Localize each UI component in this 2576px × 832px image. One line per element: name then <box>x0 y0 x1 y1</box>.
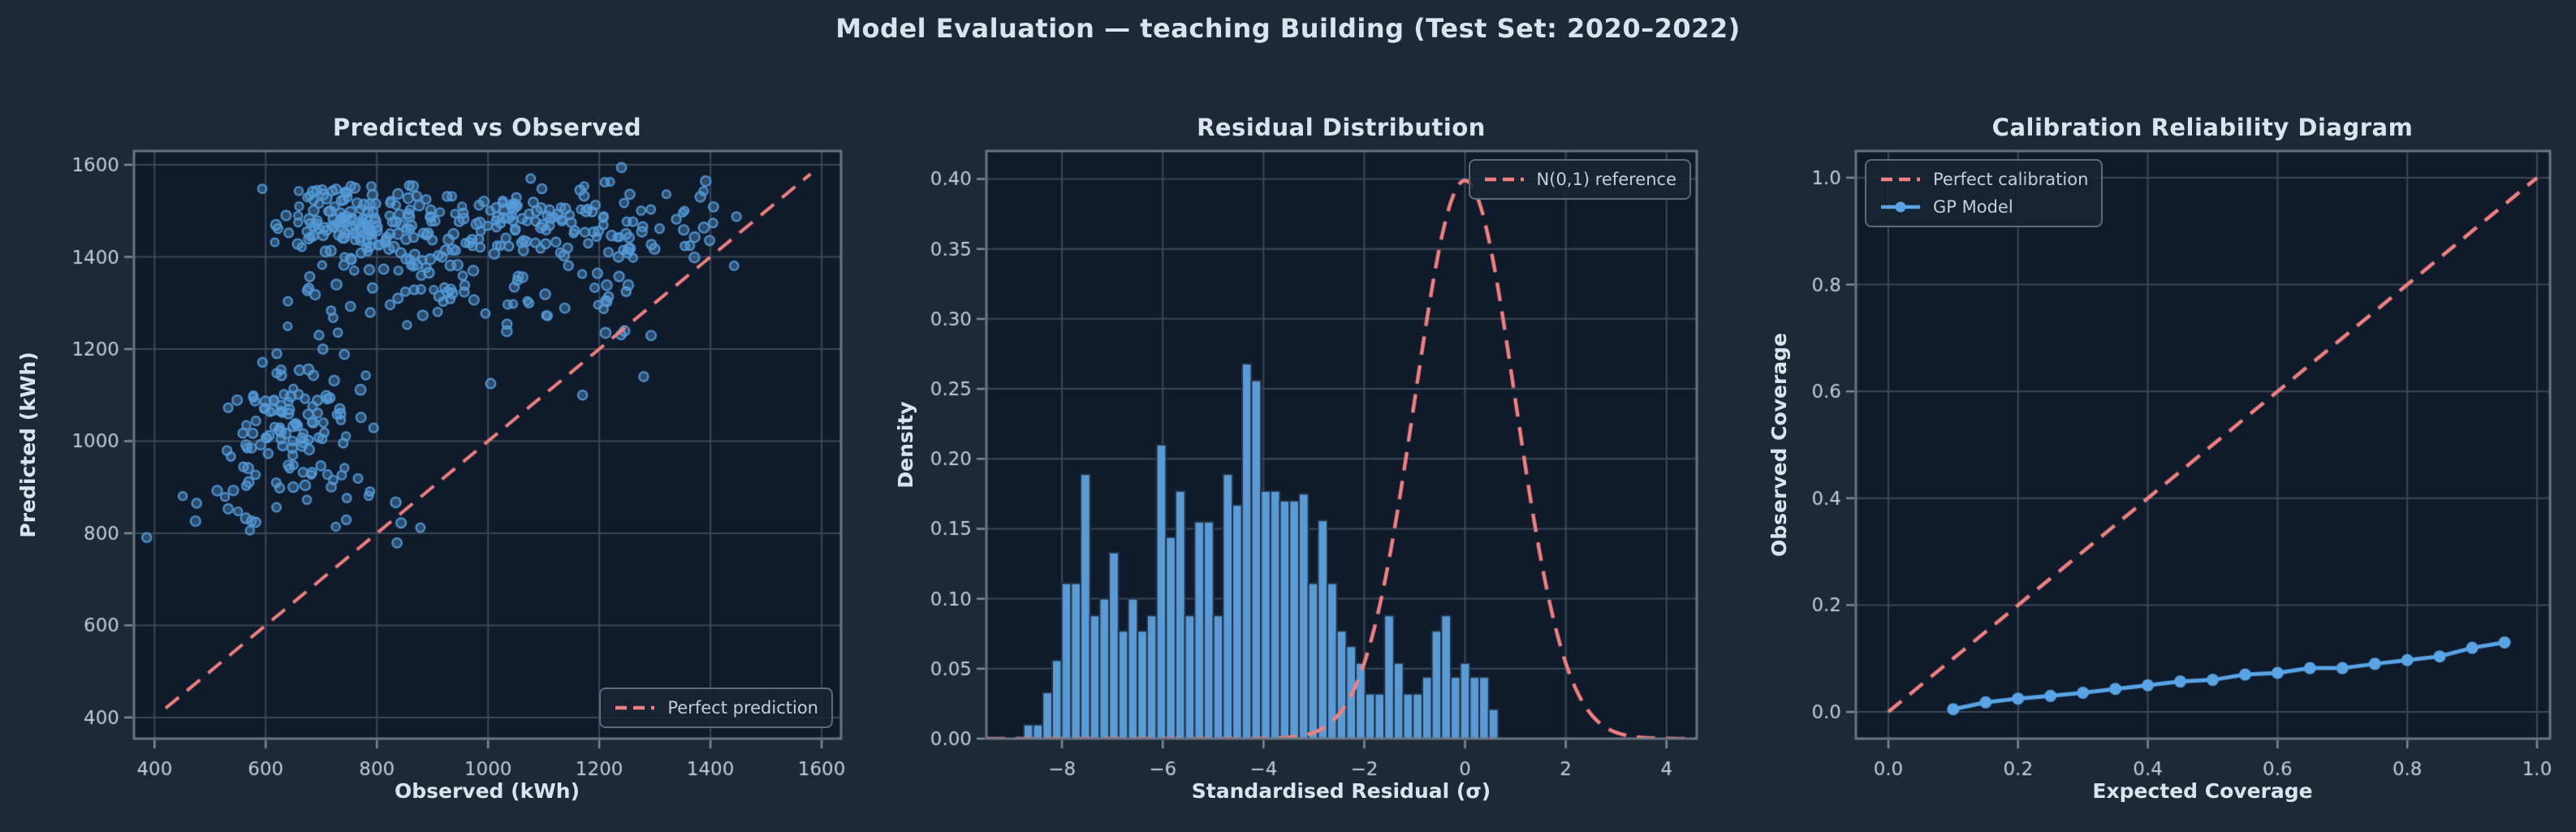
figure-title: Model Evaluation — teaching Building (Te… <box>835 13 1741 44</box>
